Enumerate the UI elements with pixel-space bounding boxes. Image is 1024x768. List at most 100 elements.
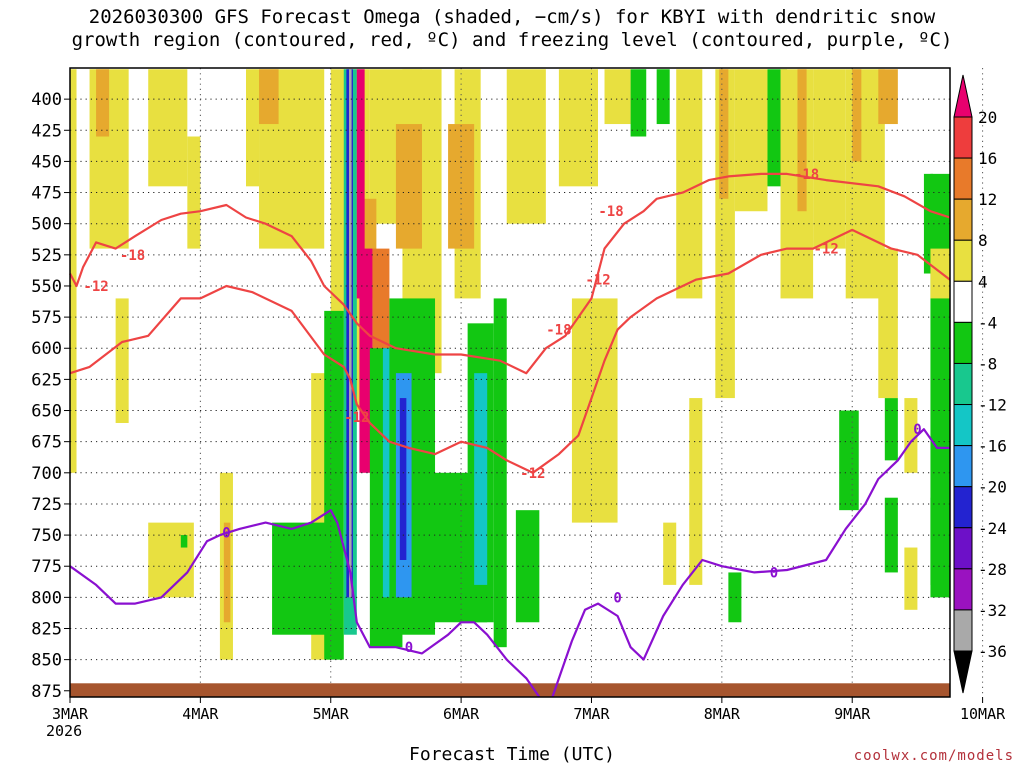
omega-shading-layer xyxy=(70,69,950,660)
colorbar-bin-9 xyxy=(953,486,973,529)
x-tick-label-10MAR: 10MAR xyxy=(960,705,1006,723)
colorbar-bin-2 xyxy=(953,198,973,241)
contour-label-3-0: 0 xyxy=(613,590,621,606)
colorbar-label-16: 16 xyxy=(978,149,997,168)
y-tick-label-500: 500 xyxy=(31,215,62,235)
colorbar-bin-7 xyxy=(953,404,973,447)
omega-cell-4 xyxy=(187,136,201,249)
x-axis-label: Forecast Time (UTC) xyxy=(409,744,615,765)
omega-cell-22 xyxy=(324,310,344,660)
omega-cell-10 xyxy=(259,69,279,125)
omega-cell-53 xyxy=(780,69,814,299)
colorbar-top-arrow xyxy=(953,74,973,118)
omega-cell-7 xyxy=(115,298,129,423)
omega-cell-12 xyxy=(148,522,194,598)
omega-cell-60 xyxy=(884,398,898,461)
y-tick-label-575: 575 xyxy=(31,308,62,328)
colorbar-label-4: 4 xyxy=(978,272,988,291)
omega-cell-37 xyxy=(493,298,507,648)
colorbar-label--12: -12 xyxy=(978,396,1007,415)
omega-cell-59 xyxy=(839,410,859,511)
y-tick-label-425: 425 xyxy=(31,121,62,141)
colorbar-label--36: -36 xyxy=(978,642,1007,661)
y-tick-label-475: 475 xyxy=(31,184,62,204)
omega-cell-21 xyxy=(448,124,475,249)
omega-cell-25 xyxy=(348,69,352,598)
y-tick-label-775: 775 xyxy=(31,557,62,577)
omega-cell-54 xyxy=(797,69,807,212)
y-tick-label-825: 825 xyxy=(31,619,62,639)
colorbar-label--16: -16 xyxy=(978,437,1007,456)
x-tick-label-3MAR: 3MAR xyxy=(52,705,89,723)
colorbar-bin-0 xyxy=(953,116,973,159)
chart-title-line-1: 2026030300 GFS Forecast Omega (shaded, −… xyxy=(88,6,936,28)
colorbar-bin-10 xyxy=(953,527,973,570)
omega-cell-58 xyxy=(878,69,898,125)
omega-cell-48 xyxy=(719,69,729,199)
x-tick-label-8MAR: 8MAR xyxy=(704,705,741,723)
omega-cell-3 xyxy=(96,69,110,137)
colorbar-bin-8 xyxy=(953,445,973,488)
contour-label-2-1: 0 xyxy=(405,640,413,656)
contour-label-1-3: -12 xyxy=(585,273,610,289)
omega-cell-13 xyxy=(180,535,188,548)
y-tick-label-725: 725 xyxy=(31,495,62,515)
colorbar-label--24: -24 xyxy=(978,519,1007,538)
omega-cell-62 xyxy=(904,398,918,473)
y-tick-label-650: 650 xyxy=(31,402,62,422)
omega-cell-67 xyxy=(878,248,898,399)
omega-cell-0 xyxy=(70,69,77,473)
omega-cell-41 xyxy=(571,298,618,523)
omega-cell-46 xyxy=(676,69,703,299)
omega-cell-61 xyxy=(884,497,898,573)
x-tick-label-4MAR: 4MAR xyxy=(182,705,219,723)
colorbar-label-8: 8 xyxy=(978,231,988,250)
y-axis: 400 425 450 475 500 525 550 575 600 625 650 675 700 7… xyxy=(31,90,70,702)
contour-label-1-2: -12 xyxy=(520,466,545,482)
omega-cell-27 xyxy=(356,69,365,299)
x-axis: 3MAR 4MAR 5MAR 6MAR 7MAR 8MAR 9MAR 10MAR xyxy=(52,697,1006,723)
colorbar-bottom-arrow xyxy=(953,650,973,694)
y-tick-label-625: 625 xyxy=(31,370,62,390)
contour-line-3 xyxy=(551,428,950,698)
colorbar-label--28: -28 xyxy=(978,560,1007,579)
colorbar-bin-3 xyxy=(953,239,973,282)
omega-cell-44 xyxy=(656,69,670,125)
colorbar-label--20: -20 xyxy=(978,478,1007,497)
contour-line-1 xyxy=(69,228,951,474)
x-axis-year-label: 2026 xyxy=(46,722,83,740)
omega-cell-14 xyxy=(272,522,331,635)
x-tick-label-7MAR: 7MAR xyxy=(573,705,610,723)
chart-title-line-2: growth region (contoured, red, ºC) and f… xyxy=(71,29,953,51)
omega-cell-45 xyxy=(663,522,677,585)
contour-layer: -18 -18 -18 -18 -12 -12 -12 -12 -12 0 0 0 0 0 xyxy=(69,167,951,698)
contour-line-2 xyxy=(69,509,541,698)
colorbar-label-12: 12 xyxy=(978,190,997,209)
y-tick-label-875: 875 xyxy=(31,682,62,702)
omega-cell-55 xyxy=(813,69,846,249)
omega-cell-8 xyxy=(246,69,260,187)
y-tick-label-800: 800 xyxy=(31,588,62,608)
plot-frame xyxy=(69,67,951,698)
contour-label-1-1: -12 xyxy=(344,410,369,426)
omega-cell-40 xyxy=(558,69,598,187)
credit-text: coolwx.com/models xyxy=(853,748,1014,764)
contour-label-0-1: -18 xyxy=(598,204,623,220)
chart-title: 2026030300 GFS Forecast Omega (shaded, −… xyxy=(0,6,1024,52)
y-tick-label-600: 600 xyxy=(31,339,62,359)
contour-label-1-4: -12 xyxy=(813,242,838,258)
y-tick-label-675: 675 xyxy=(31,433,62,453)
colorbar-label--4: -4 xyxy=(978,313,997,332)
omega-cell-51 xyxy=(728,572,742,623)
colorbar-label--8: -8 xyxy=(978,354,997,373)
omega-cell-18 xyxy=(395,124,422,249)
omega-cell-36 xyxy=(474,373,488,585)
contour-label-1-0: -12 xyxy=(83,279,108,295)
x-tick-label-9MAR: 9MAR xyxy=(834,705,871,723)
omega-cell-50 xyxy=(689,398,703,585)
colorbar-bin-6 xyxy=(953,362,973,406)
colorbar: 20 16 12 8 4 -4 -8 -12 -16 -20 -24 -28 -32 -36 xyxy=(953,74,1007,694)
contour-label-3-2: 0 xyxy=(913,422,921,438)
omega-cell-43 xyxy=(630,69,647,137)
